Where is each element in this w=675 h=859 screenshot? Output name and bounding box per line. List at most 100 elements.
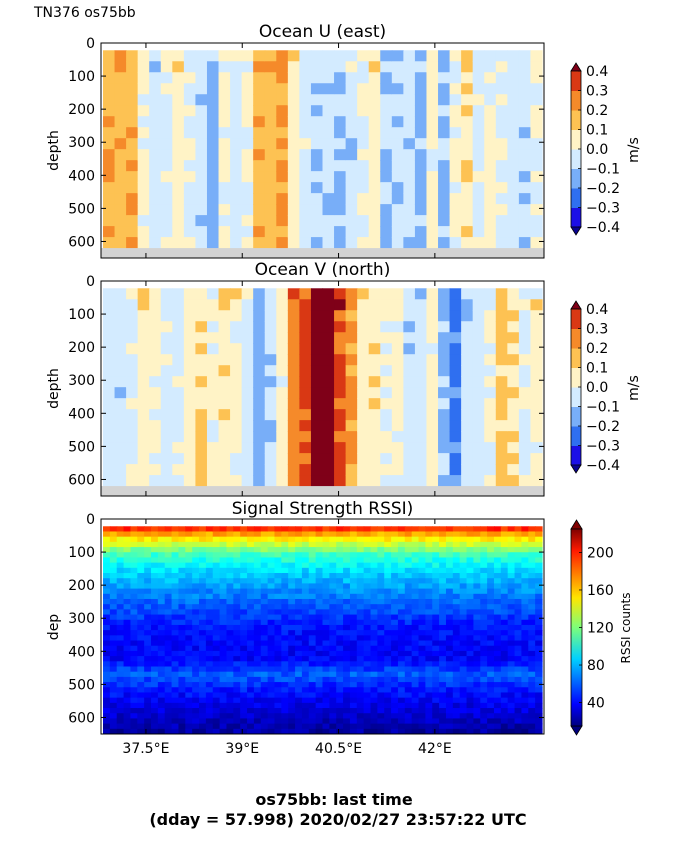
heatmap-cell: [171, 567, 180, 574]
heatmap-cell: [363, 567, 372, 574]
heatmap-cell: [363, 593, 372, 600]
heatmap-cell: [240, 593, 248, 600]
heatmap-cell: [192, 671, 200, 678]
heatmap-cell: [514, 593, 523, 600]
heatmap-cell: [484, 332, 497, 344]
heatmap-cell: [218, 50, 231, 62]
heatmap-cell: [123, 645, 132, 652]
heatmap-cell: [380, 431, 393, 443]
heatmap-cell: [487, 541, 495, 548]
heatmap-cell: [253, 578, 262, 584]
heatmap-cell: [226, 567, 234, 574]
heatmap-cell: [299, 72, 312, 84]
heatmap-cell: [322, 431, 335, 443]
heatmap-cell: [218, 288, 231, 300]
heatmap-cell: [439, 723, 447, 730]
colorbar-tick-label: −0.3: [586, 201, 620, 217]
heatmap-cell: [171, 557, 180, 564]
heatmap-cell: [391, 609, 399, 616]
heatmap-cell: [404, 624, 413, 631]
heatmap-cell: [126, 354, 139, 366]
heatmap-cell: [308, 692, 317, 699]
heatmap-cell: [391, 204, 404, 216]
heatmap-cell: [403, 409, 416, 421]
heatmap-cell: [322, 409, 335, 421]
heatmap-cell: [459, 635, 468, 642]
heatmap-cell: [343, 567, 351, 574]
heatmap-cell: [322, 609, 330, 616]
heatmap-cell: [452, 583, 461, 590]
heatmap-cell: [484, 193, 497, 205]
heatmap-cell: [116, 635, 125, 642]
heatmap-cell: [260, 562, 269, 569]
heatmap-cell: [521, 687, 529, 694]
heatmap-cell: [301, 562, 310, 569]
heatmap-cell: [391, 661, 399, 668]
heatmap-cell: [356, 650, 365, 657]
heatmap-cell: [253, 288, 266, 300]
heatmap-cell: [391, 332, 404, 344]
heatmap-cell: [487, 682, 495, 688]
heatmap-cell: [404, 645, 413, 652]
heatmap-cell: [432, 536, 440, 543]
heatmap-cell: [472, 237, 485, 249]
heatmap-cell: [336, 598, 344, 605]
heatmap-cell: [530, 116, 543, 128]
heatmap-cell: [425, 593, 433, 600]
heatmap-cell: [404, 635, 413, 642]
heatmap-cell: [438, 138, 451, 150]
heatmap-cell: [411, 661, 420, 668]
heatmap-cell: [397, 557, 406, 564]
heatmap-cell: [370, 567, 378, 574]
heatmap-cell: [380, 420, 393, 432]
heatmap-cell: [315, 656, 324, 662]
heatmap-cell: [109, 624, 118, 631]
heatmap-cell: [466, 697, 475, 704]
heatmap-cell: [253, 237, 266, 249]
heatmap-cell: [137, 666, 145, 673]
heatmap-cell: [334, 343, 347, 355]
colorbar-bin: [571, 168, 581, 189]
heatmap-cell: [178, 645, 186, 652]
heatmap-cell: [530, 149, 543, 161]
heatmap-cell: [445, 609, 454, 616]
heatmap-cell: [171, 692, 180, 699]
heatmap-cell: [288, 650, 296, 657]
heatmap-cell: [164, 630, 173, 636]
heatmap-cell: [192, 656, 200, 662]
heatmap-cell: [144, 713, 152, 720]
heatmap-cell: [466, 713, 475, 720]
heatmap-cell: [357, 464, 370, 476]
heatmap-cell: [334, 193, 347, 205]
heatmap-cell: [299, 310, 312, 322]
heatmap-cell: [404, 619, 413, 626]
heatmap-cell: [349, 718, 358, 725]
heatmap-cell: [411, 609, 420, 616]
heatmap-cell: [370, 728, 378, 734]
heatmap-cell: [253, 321, 266, 333]
heatmap-cell: [240, 552, 248, 559]
heatmap-cell: [521, 692, 529, 699]
heatmap-cell: [418, 713, 426, 720]
heatmap-cell: [287, 354, 300, 366]
heatmap-cell: [149, 475, 162, 487]
colorbar-tick-label: 0.0: [586, 380, 608, 396]
heatmap-cell: [218, 182, 231, 194]
heatmap-cell: [308, 702, 317, 709]
heatmap-cell: [322, 593, 330, 600]
heatmap-cell: [418, 661, 426, 668]
heatmap-cell: [185, 666, 193, 673]
heatmap-cell: [151, 604, 159, 610]
heatmap-cell: [514, 583, 523, 590]
heatmap-cell: [160, 420, 173, 432]
heatmap-cell: [449, 387, 462, 399]
heatmap-cell: [253, 226, 266, 238]
heatmap-cell: [345, 365, 358, 377]
heatmap-cell: [329, 656, 337, 662]
heatmap-cell: [192, 687, 200, 694]
heatmap-cell: [466, 630, 475, 636]
heatmap-cell: [411, 541, 420, 548]
heatmap-cell: [445, 676, 454, 683]
